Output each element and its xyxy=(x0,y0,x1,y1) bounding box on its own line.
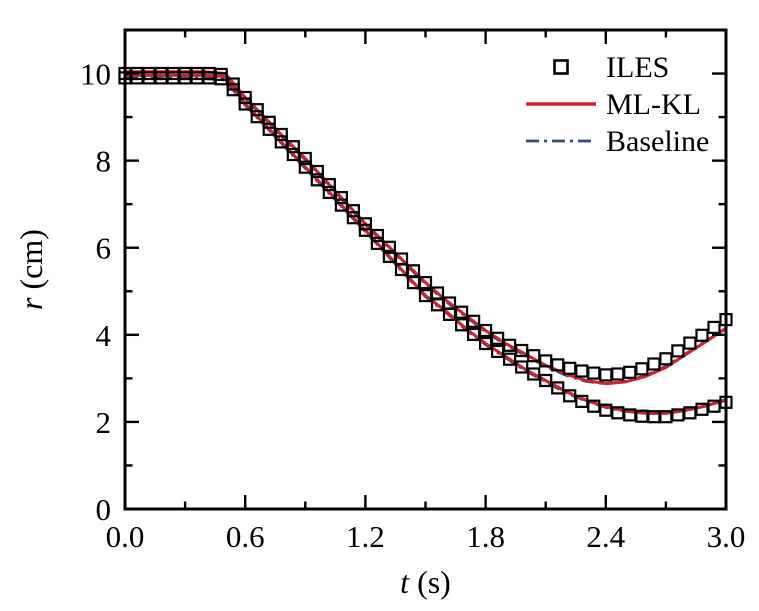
iles-marker xyxy=(274,135,288,149)
series-ml-kl-line-inner xyxy=(125,73,727,415)
x-tick-label: 0.6 xyxy=(226,519,265,554)
iles-marker xyxy=(683,336,697,350)
legend-label-ml-kl: ML-KL xyxy=(606,88,701,121)
iles-marker xyxy=(142,71,156,85)
iles-marker xyxy=(346,211,360,225)
iles-marker xyxy=(298,160,312,174)
iles-marker xyxy=(587,366,601,380)
iles-marker xyxy=(575,364,589,378)
iles-marker xyxy=(635,362,649,376)
iles-marker xyxy=(479,336,493,351)
iles-marker xyxy=(623,365,637,379)
iles-marker xyxy=(250,110,264,124)
iles-marker xyxy=(455,305,469,319)
iles-marker xyxy=(226,83,240,97)
iles-marker xyxy=(286,147,300,162)
iles-marker xyxy=(515,360,529,374)
x-tick-label: 1.2 xyxy=(346,519,385,554)
iles-marker xyxy=(551,381,565,395)
x-tick-label: 1.8 xyxy=(466,519,505,554)
legend-entry-ml-kl: ML-KL xyxy=(526,88,701,121)
iles-marker xyxy=(418,289,433,303)
y-tick-label: 2 xyxy=(96,405,112,440)
x-tick-label: 3.0 xyxy=(707,519,746,554)
y-axis-label: r (cm) xyxy=(13,229,49,310)
y-tick-label: 10 xyxy=(80,57,111,92)
legend-label-iles: ILES xyxy=(606,51,669,84)
series-iles-markers xyxy=(118,66,733,424)
iles-marker xyxy=(671,344,685,358)
legend-entry-iles: ILES xyxy=(553,51,669,84)
iles-marker xyxy=(382,249,396,263)
y-tick-label: 8 xyxy=(96,144,112,179)
legend: ILES ML-KL Baseline xyxy=(526,51,709,158)
iles-marker xyxy=(334,198,348,212)
iles-marker xyxy=(214,72,228,86)
legend-label-baseline: Baseline xyxy=(606,125,709,158)
y-tick-label: 6 xyxy=(96,231,112,266)
iles-marker xyxy=(442,307,457,321)
iles-marker xyxy=(455,318,469,332)
iles-marker xyxy=(503,352,517,366)
iles-marker xyxy=(430,298,445,312)
y-tick-label: 4 xyxy=(96,318,112,353)
iles-marker xyxy=(695,328,709,342)
iles-marker xyxy=(707,320,721,334)
iles-marker xyxy=(599,368,613,382)
iles-marker xyxy=(647,357,661,371)
series-baseline-line-outer xyxy=(125,75,727,386)
iles-marker xyxy=(491,344,505,358)
iles-marker xyxy=(322,185,336,199)
iles-marker xyxy=(394,262,409,277)
iles-marker xyxy=(334,191,348,205)
axis-ticks xyxy=(123,30,728,511)
x-axis-label: t (s) xyxy=(400,564,451,600)
iles-marker xyxy=(406,276,421,290)
iles-marker xyxy=(467,327,481,341)
iles-marker xyxy=(659,352,673,366)
legend-marker-iles-square-icon xyxy=(553,59,569,75)
iles-marker xyxy=(611,367,625,381)
legend-entry-baseline: Baseline xyxy=(526,125,709,158)
x-tick-label: 2.4 xyxy=(586,519,625,554)
iles-marker xyxy=(310,173,324,187)
iles-marker xyxy=(262,122,276,136)
iles-marker xyxy=(563,361,577,375)
iles-marker xyxy=(623,408,637,422)
iles-marker xyxy=(238,97,252,111)
iles-marker xyxy=(358,223,372,237)
y-tick-label: 0 xyxy=(96,492,112,527)
iles-marker xyxy=(539,373,553,388)
iles-marker xyxy=(370,236,384,250)
x-tick-label: 0.0 xyxy=(106,519,145,554)
